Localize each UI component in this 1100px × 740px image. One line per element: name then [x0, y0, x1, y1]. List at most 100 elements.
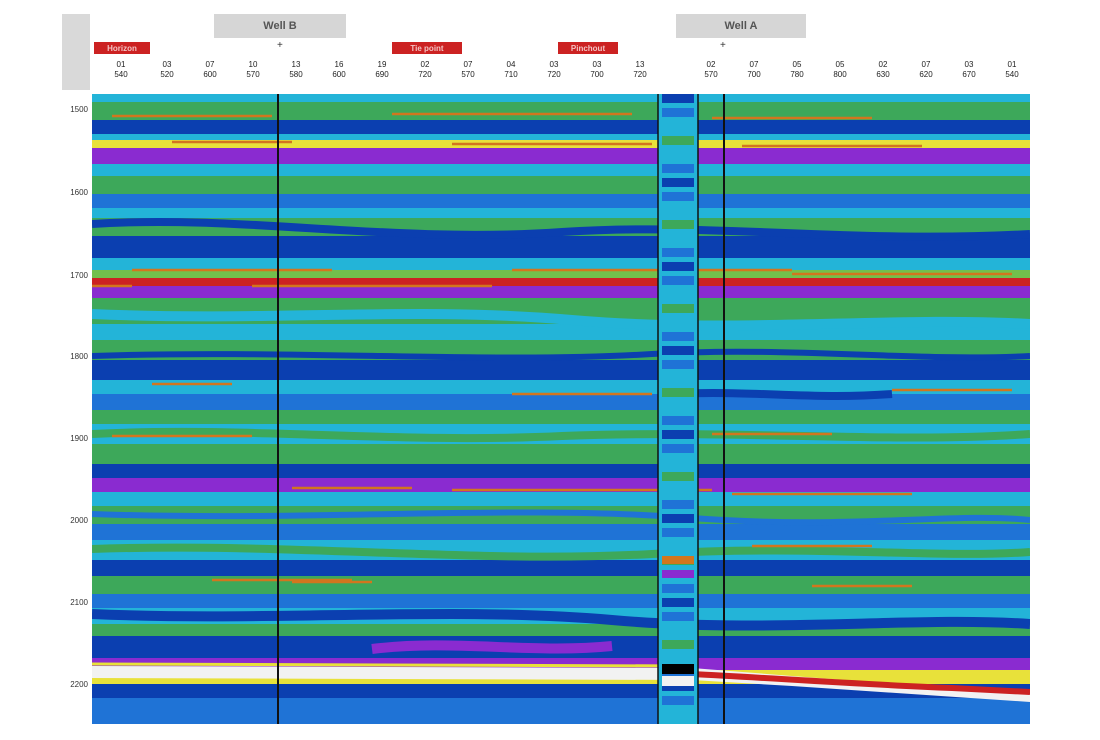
borehole-layer — [662, 374, 694, 383]
borehole-layer — [662, 192, 694, 201]
trace-label-top: 03 — [964, 60, 974, 69]
borehole-layer — [662, 402, 694, 411]
trace-label: 10 570 — [240, 60, 266, 80]
trace-label-bottom: 600 — [203, 70, 217, 79]
well-marker-right: + — [720, 40, 726, 51]
borehole-layer — [662, 528, 694, 537]
borehole-layer — [662, 676, 694, 686]
trace-label-top: 13 — [635, 60, 645, 69]
trace-label-top: 07 — [205, 60, 215, 69]
borehole-layer — [662, 612, 694, 621]
horizon-band — [92, 164, 1030, 176]
trace-label: 07 600 — [197, 60, 223, 80]
seismic-section[interactable] — [92, 94, 1030, 724]
borehole-layer — [662, 458, 694, 467]
borehole-layer — [662, 206, 694, 215]
horizon-band — [92, 464, 1030, 478]
well-tab-right[interactable]: Well A — [676, 14, 806, 38]
bright-reflector — [92, 666, 1030, 702]
horizon-band — [92, 94, 1030, 102]
trace-label: 02 630 — [870, 60, 896, 80]
trace-label-top: 07 — [921, 60, 931, 69]
trace-label: 02 720 — [412, 60, 438, 80]
trace-label-top: 01 — [116, 60, 126, 69]
borehole-layer — [662, 556, 694, 564]
depth-label: 2100 — [70, 598, 88, 607]
borehole-layer — [662, 234, 694, 243]
trace-label-top: 10 — [248, 60, 258, 69]
trace-label-top: 03 — [592, 60, 602, 69]
trace-label-top: 19 — [377, 60, 387, 69]
horizon-wave — [92, 309, 1030, 331]
trace-label-bottom: 540 — [114, 70, 128, 79]
horizon-band — [92, 208, 1030, 218]
trace-label-top: 04 — [506, 60, 516, 69]
horizon-flag-3[interactable]: Pinchout — [558, 42, 618, 54]
borehole-layer — [662, 640, 694, 649]
horizon-flag-2[interactable]: Tie point — [392, 42, 462, 54]
trace-label: 13 580 — [283, 60, 309, 80]
well-tab-left[interactable]: Well B — [214, 14, 346, 38]
horizon-band — [92, 594, 1030, 608]
borehole-layer — [662, 542, 694, 551]
trace-label: 13 720 — [627, 60, 653, 80]
horizon-band — [92, 444, 1030, 464]
depth-label: 2000 — [70, 516, 88, 525]
flag-label: Horizon — [107, 43, 137, 53]
trace-label-bottom: 520 — [160, 70, 174, 79]
trace-label-top: 03 — [549, 60, 559, 69]
horizon-band — [92, 236, 1030, 258]
borehole-layer — [662, 318, 694, 327]
borehole-layer — [662, 654, 694, 663]
borehole-layer — [662, 570, 694, 578]
trace-label: 16 600 — [326, 60, 352, 80]
trace-label: 03 520 — [154, 60, 180, 80]
trace-label-bottom: 720 — [547, 70, 561, 79]
borehole-layer — [662, 416, 694, 425]
borehole-layer — [662, 682, 694, 691]
horizon-band — [92, 380, 1030, 394]
trace-label-top: 16 — [334, 60, 344, 69]
borehole-layer — [662, 164, 694, 173]
borehole-layer — [662, 136, 694, 145]
horizon-band — [92, 492, 1030, 506]
horizon-band — [92, 524, 1030, 540]
trace-label: 01 540 — [999, 60, 1025, 80]
horizon-band — [92, 684, 1030, 698]
borehole-layer — [662, 360, 694, 369]
borehole-layer — [662, 388, 694, 397]
borehole-layer — [662, 664, 694, 674]
horizon-wave — [92, 348, 1030, 361]
horizon-band — [92, 270, 1030, 278]
borehole-layer — [662, 108, 694, 117]
horizon-band — [92, 194, 1030, 208]
horizon-band — [92, 360, 1030, 380]
trace-label-top: 02 — [878, 60, 888, 69]
trace-label-bottom: 780 — [790, 70, 804, 79]
borehole-layer — [662, 276, 694, 285]
horizon-flag-1[interactable]: Horizon — [94, 42, 150, 54]
trace-label-bottom: 600 — [332, 70, 346, 79]
trace-label-bottom: 800 — [833, 70, 847, 79]
well-marker-left: + — [277, 40, 283, 51]
trace-label-top: 07 — [463, 60, 473, 69]
depth-label: 1900 — [70, 434, 88, 443]
horizon-band — [92, 410, 1030, 424]
borehole-layer — [662, 444, 694, 453]
trace-label: 03 670 — [956, 60, 982, 80]
bright-reflector-base — [92, 679, 693, 683]
depth-label: 2200 — [70, 680, 88, 689]
trace-label-top: 03 — [162, 60, 172, 69]
borehole-layer — [662, 262, 694, 271]
trace-label-bottom: 720 — [418, 70, 432, 79]
trace-label-bottom: 570 — [461, 70, 475, 79]
horizon-wave — [92, 217, 1030, 241]
trace-label-bottom: 720 — [633, 70, 647, 79]
trace-label-bottom: 540 — [1005, 70, 1019, 79]
well-tab-label: Well A — [724, 20, 758, 32]
horizon-wave — [671, 389, 893, 400]
borehole-layer — [662, 584, 694, 593]
horizon-band — [92, 286, 1030, 298]
trace-label-bottom: 620 — [919, 70, 933, 79]
borehole-layer — [662, 472, 694, 481]
